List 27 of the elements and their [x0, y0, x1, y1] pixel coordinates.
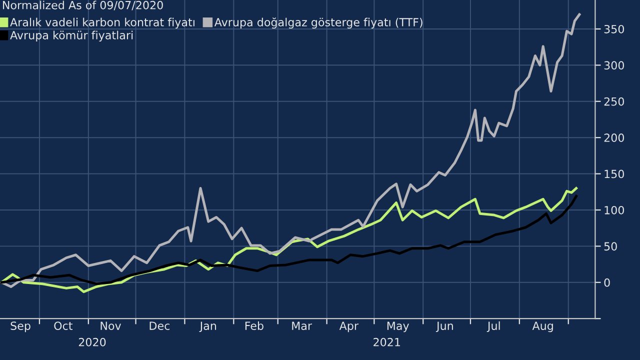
- chart-title: Normalized As of 09/07/2020: [3, 0, 163, 10]
- legend-label: Avrupa kömür fiyatlari: [10, 30, 133, 42]
- legend-label: Avrupa doğalgaz gösterge fiyatı (TTF): [214, 18, 422, 29]
- x-tick-label: Mar: [292, 322, 312, 330]
- line-series: [0, 13, 581, 288]
- x-tick-label: Aug: [532, 322, 553, 332]
- x-tick-label: Jul: [486, 321, 500, 332]
- y-tick-label: 350: [604, 24, 624, 34]
- x-tick-label: Feb: [245, 321, 264, 330]
- text: 2021: [374, 338, 400, 346]
- text: 2020: [78, 338, 106, 346]
- y-tick-label: 100: [604, 206, 624, 214]
- x-tick-label: Jun: [436, 322, 453, 332]
- legend-label: Aralık vadeli karbon kontrat fiyatı: [10, 18, 194, 29]
- y-tick-label: 200: [604, 134, 624, 142]
- x-tick-label: May: [387, 322, 410, 332]
- x-tick-label: Nov: [100, 322, 122, 330]
- y-tick-label: 0: [604, 278, 610, 287]
- y-tick-label: 250: [604, 97, 624, 106]
- x-tick-label: Jan: [199, 322, 216, 332]
- x-tick-label: Apr: [339, 322, 359, 332]
- x-tick-label: Oct: [54, 322, 72, 330]
- y-tick-label: 50: [604, 242, 617, 251]
- x-tick-label: Dec: [150, 322, 170, 330]
- y-tick-label: 150: [604, 170, 624, 178]
- y-tick-label: 300: [604, 61, 624, 70]
- x-tick-label: Sep: [10, 322, 30, 332]
